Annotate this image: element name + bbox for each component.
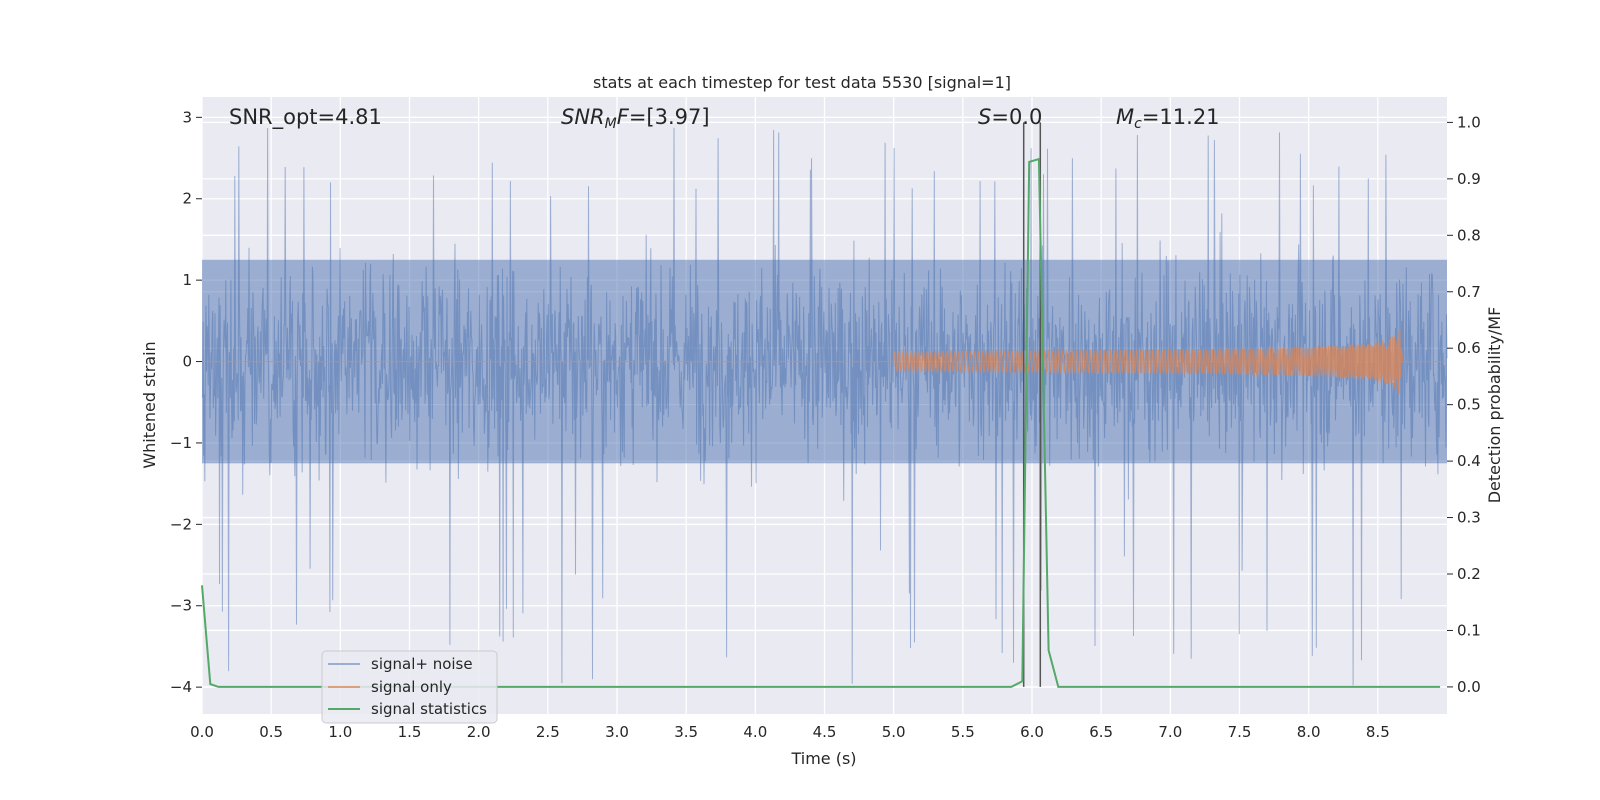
legend-label-stats: signal statistics <box>371 700 487 718</box>
x-tick-label: 6.0 <box>1020 723 1044 741</box>
y-right-tick-label: 0.3 <box>1457 509 1481 527</box>
annotation-snr-mf: SNRMF=[3.97] <box>561 105 710 132</box>
y-right-tick-label: 0.6 <box>1457 339 1481 357</box>
x-tick-label: 8.5 <box>1366 723 1390 741</box>
y-right-tick-label: 0.5 <box>1457 396 1481 414</box>
signal-line <box>202 329 1447 394</box>
legend-label-noise: signal+ noise <box>371 655 473 673</box>
statistics-line <box>201 157 1441 688</box>
x-tick-label: 0.5 <box>259 723 283 741</box>
annotation-s-value: =0.0 <box>991 105 1042 129</box>
series-signal-statistics <box>201 157 1441 688</box>
x-tick-label: 1.0 <box>328 723 352 741</box>
annotation-snr-mf-sub: M <box>605 116 617 132</box>
y-left-tick-label: 3 <box>182 108 192 126</box>
x-tick-label: 6.5 <box>1089 723 1113 741</box>
chart-title: stats at each timestep for test data 553… <box>593 73 1011 92</box>
legend-box <box>321 650 498 724</box>
annotation-snr-mf-rest-f: F <box>617 105 630 129</box>
annotation-mc: Mc=11.21 <box>1116 105 1220 132</box>
legend-label-signal: signal only <box>371 678 452 696</box>
annotation-mc-sub: c <box>1134 116 1142 132</box>
y-left-tick-label: 1 <box>182 271 192 289</box>
y-left-tick-label: −1 <box>170 434 192 452</box>
annotation-snr-mf-value: =[3.97] <box>629 105 710 129</box>
x-tick-label: 5.5 <box>951 723 975 741</box>
y-left-tick-label: −3 <box>170 597 192 615</box>
x-tick-label: 2.5 <box>536 723 560 741</box>
x-tick-label: 8.0 <box>1297 723 1321 741</box>
annotation-s: S=0.0 <box>978 105 1042 129</box>
x-tick-label: 3.0 <box>605 723 629 741</box>
x-tick-label: 5.0 <box>882 723 906 741</box>
legend: signal+ noise signal only signal statist… <box>321 650 498 724</box>
annotation-mc-value: =11.21 <box>1142 105 1220 129</box>
x-tick-label: 4.0 <box>743 723 767 741</box>
y-axis-label-right: Detection probability/MF <box>1485 307 1504 504</box>
y-right-tick-label: 0.4 <box>1457 452 1481 470</box>
series-signal-only <box>202 329 1447 394</box>
annotation-s-var: S <box>978 105 991 129</box>
y-left-axis-ticks: 3 2 1 0 −1 −2 −3 −4 <box>170 108 202 696</box>
x-axis-ticks: 0.0 0.5 1.0 1.5 2.0 2.5 3.0 3.5 4.0 4.5 5.0 5.5 6.0 6… <box>190 723 1390 741</box>
y-right-axis-ticks: 1.0 0.9 0.8 0.7 0.6 0.5 0.4 0.3 0.2 0.1 0.0 <box>1447 113 1481 696</box>
x-tick-label: 2.0 <box>467 723 491 741</box>
x-tick-label: 1.5 <box>398 723 422 741</box>
annotation-snr-mf-main: SNR <box>561 105 605 129</box>
y-right-tick-label: 0.9 <box>1457 170 1481 188</box>
x-tick-label: 7.5 <box>1228 723 1252 741</box>
y-right-tick-label: 0.7 <box>1457 283 1481 301</box>
x-tick-label: 7.0 <box>1158 723 1182 741</box>
annotation-mc-var: M <box>1116 105 1134 129</box>
annotation-snr-opt: SNR_opt=4.81 <box>229 105 382 130</box>
y-right-tick-label: 0.1 <box>1457 621 1481 639</box>
y-axis-label-left: Whitened strain <box>140 341 159 468</box>
y-left-tick-label: −4 <box>170 678 192 696</box>
noise-line <box>201 127 1448 686</box>
y-left-tick-label: 0 <box>182 353 192 371</box>
y-right-tick-label: 0.8 <box>1457 226 1481 244</box>
x-tick-label: 0.0 <box>190 723 214 741</box>
x-tick-label: 4.5 <box>813 723 837 741</box>
x-axis-label: Time (s) <box>790 749 856 768</box>
y-right-tick-label: 0.2 <box>1457 565 1481 583</box>
y-right-tick-label: 0.0 <box>1457 678 1481 696</box>
y-right-tick-label: 1.0 <box>1457 113 1481 131</box>
y-left-tick-label: 2 <box>182 190 192 208</box>
x-tick-label: 3.5 <box>674 723 698 741</box>
y-left-tick-label: −2 <box>170 515 192 533</box>
